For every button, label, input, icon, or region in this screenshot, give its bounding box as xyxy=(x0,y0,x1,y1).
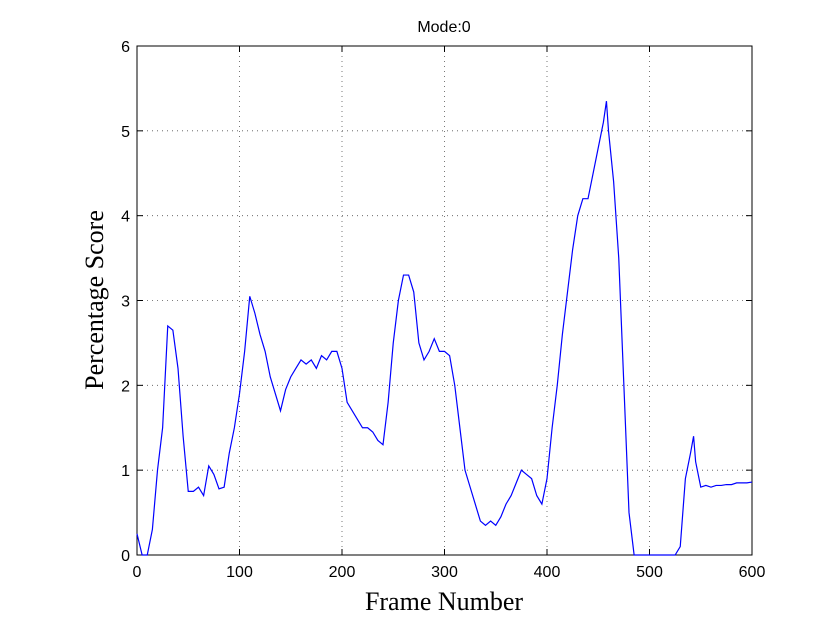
y-tick-label: 1 xyxy=(121,463,130,480)
x-tick-label: 100 xyxy=(226,564,253,581)
x-tick-label: 400 xyxy=(534,564,561,581)
x-tick-label: 300 xyxy=(431,564,458,581)
y-axis-label: Percentage Score xyxy=(80,210,109,390)
y-tick-label: 5 xyxy=(121,124,130,141)
y-tick-label: 0 xyxy=(121,548,130,565)
axes-box xyxy=(136,45,753,556)
x-tick-label: 500 xyxy=(636,564,663,581)
data-line xyxy=(136,101,753,556)
y-tick-label: 3 xyxy=(121,294,130,311)
plot-area xyxy=(137,46,752,555)
x-tick-label: 0 xyxy=(133,564,142,581)
x-axis-label: Frame Number xyxy=(365,587,523,616)
x-tick-label: 200 xyxy=(329,564,356,581)
chart-title: Mode:0 xyxy=(417,19,470,36)
y-tick-label: 6 xyxy=(121,39,130,56)
x-tick-label: 600 xyxy=(739,564,766,581)
y-tick-label: 2 xyxy=(121,378,130,395)
y-tick-label: 4 xyxy=(121,209,130,226)
